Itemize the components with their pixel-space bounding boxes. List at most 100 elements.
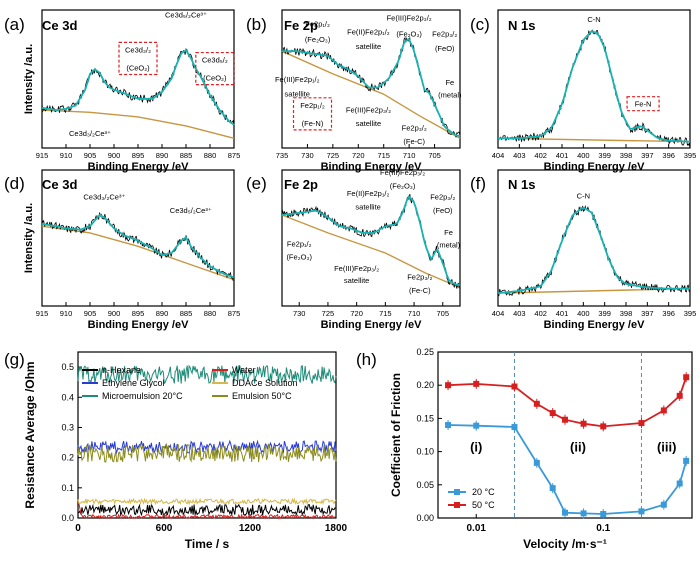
x-tick-label: 905	[84, 309, 97, 318]
x-tick-label: 0.1	[596, 523, 610, 534]
xps-panel-d: 915 910 905 900 895 890 885 880 875 Binding Energ…	[23, 169, 241, 331]
data-point	[473, 422, 480, 429]
x-tick-label: 875	[228, 151, 241, 160]
x-tick-label: 402	[534, 151, 547, 160]
plot-frame-c	[497, 9, 691, 149]
panel-title-b: Fe 2p	[284, 18, 318, 33]
x-tick-label: 895	[132, 151, 145, 160]
peak-annotation: (Fe₂O₃)	[286, 253, 312, 262]
series-line	[77, 439, 337, 455]
x-tick-label: 1200	[239, 523, 262, 534]
x-tick-label: 725	[322, 309, 335, 318]
peak-annotation: Fe(III)Fe2p₃/₂	[387, 14, 432, 23]
data-point	[676, 392, 683, 399]
resistance-panel: 0.0 0.1 0.2 0.3 0.4 0.5 0 600 1200 1800 Time / s Re…	[23, 351, 348, 551]
series-line	[77, 503, 337, 518]
x-tick-label: 910	[60, 151, 73, 160]
data-point	[660, 501, 667, 508]
region-label: (ii)	[570, 440, 586, 455]
peak-annotation: C-N	[587, 15, 600, 24]
x-tick-label: 396	[662, 309, 675, 318]
x-tick-label: 403	[513, 309, 526, 318]
peak-annotation: (Fe₂O₃)	[305, 35, 331, 44]
peak-annotation: Ce3d₅/₂Ce³⁺	[170, 206, 212, 215]
boxed-annotation: (CeO₂)	[203, 74, 227, 83]
peak-annotation: Fe2p₁/₂	[287, 239, 312, 248]
background-line	[497, 287, 691, 294]
y-tick-label: 0.05	[416, 480, 434, 490]
panel-title-d: Ce 3d	[42, 177, 77, 192]
peak-annotation: (Fe₂O₃)	[396, 30, 422, 39]
background-line	[497, 137, 691, 143]
boxed-annotation: Fe-N	[635, 100, 652, 109]
plot-frame-b	[281, 9, 461, 149]
panel-letter-a: (a)	[4, 15, 25, 34]
x-tick-label: 0.01	[466, 523, 486, 534]
data-point	[549, 410, 556, 417]
y-tick-label: 0.4	[61, 392, 74, 402]
data-point	[683, 457, 690, 464]
x-tick-label: 735	[276, 151, 289, 160]
x-tick-label: 400	[577, 151, 590, 160]
x-tick-label: 910	[60, 309, 73, 318]
x-tick-label: 895	[132, 309, 145, 318]
y-axis-label: Intensity /a.u.	[23, 44, 35, 114]
friction-panel: 0.00 0.05 0.10 0.15 0.20 0.25 0.01 0.1 Velocity …	[389, 347, 693, 551]
x-tick-label: 404	[492, 151, 505, 160]
data-point	[511, 424, 518, 431]
x-tick-label: 715	[377, 151, 390, 160]
data-point	[660, 407, 667, 414]
series-line	[448, 424, 688, 515]
x-axis-label: Velocity /m·s⁻¹	[523, 537, 607, 551]
data-point	[600, 511, 607, 518]
x-tick-label: 400	[577, 309, 590, 318]
data-point	[638, 508, 645, 515]
series-line	[77, 364, 337, 385]
y-tick-label: 0.20	[416, 380, 434, 390]
x-tick-label: 890	[156, 151, 169, 160]
peak-annotation: Ce3d₃/₂Ce³⁺	[69, 129, 111, 138]
peak-annotation: Fe2p₃/₂	[432, 30, 457, 39]
peak-annotation: (Fe-C)	[403, 137, 425, 146]
peak-annotation: satellite	[355, 202, 380, 211]
x-tick-label: 710	[408, 309, 421, 318]
raw-spectrum-line	[497, 29, 691, 147]
peak-annotation: (FeO)	[435, 44, 455, 53]
peak-annotation: C-N	[577, 191, 590, 200]
y-axis-label: Intensity /a.u.	[23, 203, 35, 273]
x-axis-label: Time / s	[185, 537, 230, 551]
peak-annotation: satellite	[285, 89, 310, 98]
x-tick-label: 396	[662, 151, 675, 160]
x-tick-label: 399	[598, 151, 611, 160]
data-point	[549, 485, 556, 492]
legend-marker	[454, 502, 460, 508]
panel-letter-b: (b)	[246, 15, 267, 34]
x-tick-label: 875	[228, 309, 241, 318]
peak-annotation: Fe(II)Fe2p₁/₂	[347, 27, 390, 36]
x-tick-label: 915	[36, 309, 49, 318]
peak-annotation: Ce3d₃/₂Ce³⁺	[83, 192, 125, 201]
peak-annotation: (metal)	[437, 240, 461, 249]
panel-letter-h: (h)	[356, 350, 377, 369]
x-tick-label: 710	[403, 151, 416, 160]
background-line	[41, 109, 235, 139]
x-tick-label: 402	[534, 309, 547, 318]
background-line	[41, 225, 235, 281]
legend-label: n-Hexane	[102, 365, 141, 375]
x-tick-label: 905	[84, 151, 97, 160]
plot-frame-f	[497, 169, 691, 307]
y-axis-label: Coefficient of Friction	[389, 373, 403, 497]
data-point	[445, 422, 452, 429]
x-axis-label: Binding Energy /eV	[544, 319, 646, 331]
legend-marker	[454, 489, 460, 495]
data-point	[562, 416, 568, 423]
peak-annotation: Fe2p₃/₂	[402, 123, 427, 132]
x-tick-label: 0	[75, 523, 81, 534]
panel-letter-e: (e)	[246, 174, 267, 193]
y-axis-label: Resistance Average /Ohm	[23, 361, 37, 508]
raw-spectrum-line	[497, 204, 691, 297]
peak-annotation: (metal)	[438, 91, 462, 100]
panel-title-c: N 1s	[508, 18, 535, 33]
